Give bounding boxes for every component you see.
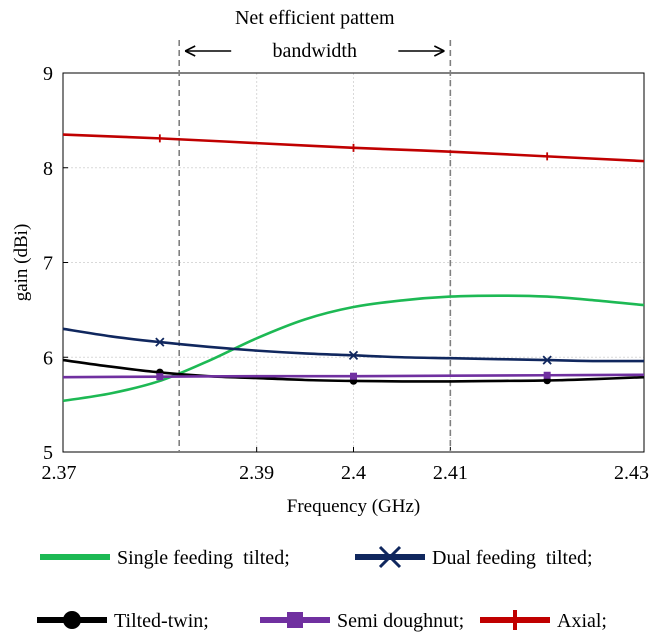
- y-tick-label: 6: [43, 347, 53, 369]
- series-marker-3: [156, 373, 164, 381]
- right-arrow-head: [433, 45, 445, 57]
- series-marker-4: [349, 143, 358, 152]
- left-arrow-head: [184, 45, 196, 57]
- legend-label-1: Dual feeding tilted;: [432, 547, 593, 569]
- series-line-0: [62, 294, 645, 403]
- y-tick-label: 8: [43, 158, 53, 180]
- legend-label-2: Tilted-twin;: [114, 610, 209, 632]
- x-tick-label: 2.39: [239, 462, 274, 484]
- grid: [62, 72, 645, 453]
- series-marker-3: [543, 371, 551, 379]
- annotation-arrows: [184, 45, 445, 57]
- legend-marker-1: [378, 545, 402, 569]
- legend-label-3: Semi doughnut;: [337, 610, 464, 632]
- marker-layer: [155, 134, 552, 385]
- x-tick-label: 2.43: [614, 462, 649, 484]
- x-tick-label: 2.4: [341, 462, 366, 484]
- legend-marker-4: [505, 610, 525, 630]
- legend-marker-2: [63, 611, 81, 629]
- plot-frame: [62, 72, 645, 453]
- y-tick-label: 7: [43, 253, 53, 275]
- annotation-line-2: bandwidth: [273, 40, 357, 62]
- legend-marker-3: [287, 612, 303, 628]
- legend-label-4: Axial;: [557, 610, 607, 632]
- y-tick-label: 9: [43, 63, 53, 85]
- legend-label-0: Single feeding tilted;: [117, 547, 290, 569]
- annotation-line-1: Net efficient pattem: [235, 7, 395, 29]
- legend: Single feeding tilted; Dual feeding tilte…: [37, 545, 607, 632]
- series-marker-1: [155, 337, 165, 347]
- y-axis-label: gain (dBi): [11, 224, 32, 302]
- series-marker-1: [348, 350, 359, 360]
- bandwidth-lines: [178, 40, 452, 452]
- series-marker-4: [155, 134, 164, 143]
- x-tick-label: 2.37: [42, 462, 77, 484]
- x-tick-label: 2.41: [433, 462, 468, 484]
- series-marker-4: [543, 152, 552, 161]
- series-marker-1: [542, 355, 552, 365]
- tick-labels: 5 6 7 8 9 2.37 2.39 2.4 2.41 2.43: [42, 63, 650, 484]
- bandwidth-annotation: Net efficient pattem bandwidth: [184, 7, 445, 62]
- y-tick-label: 5: [43, 442, 53, 464]
- series-marker-3: [350, 372, 357, 380]
- x-axis-label: Frequency (GHz): [287, 496, 420, 517]
